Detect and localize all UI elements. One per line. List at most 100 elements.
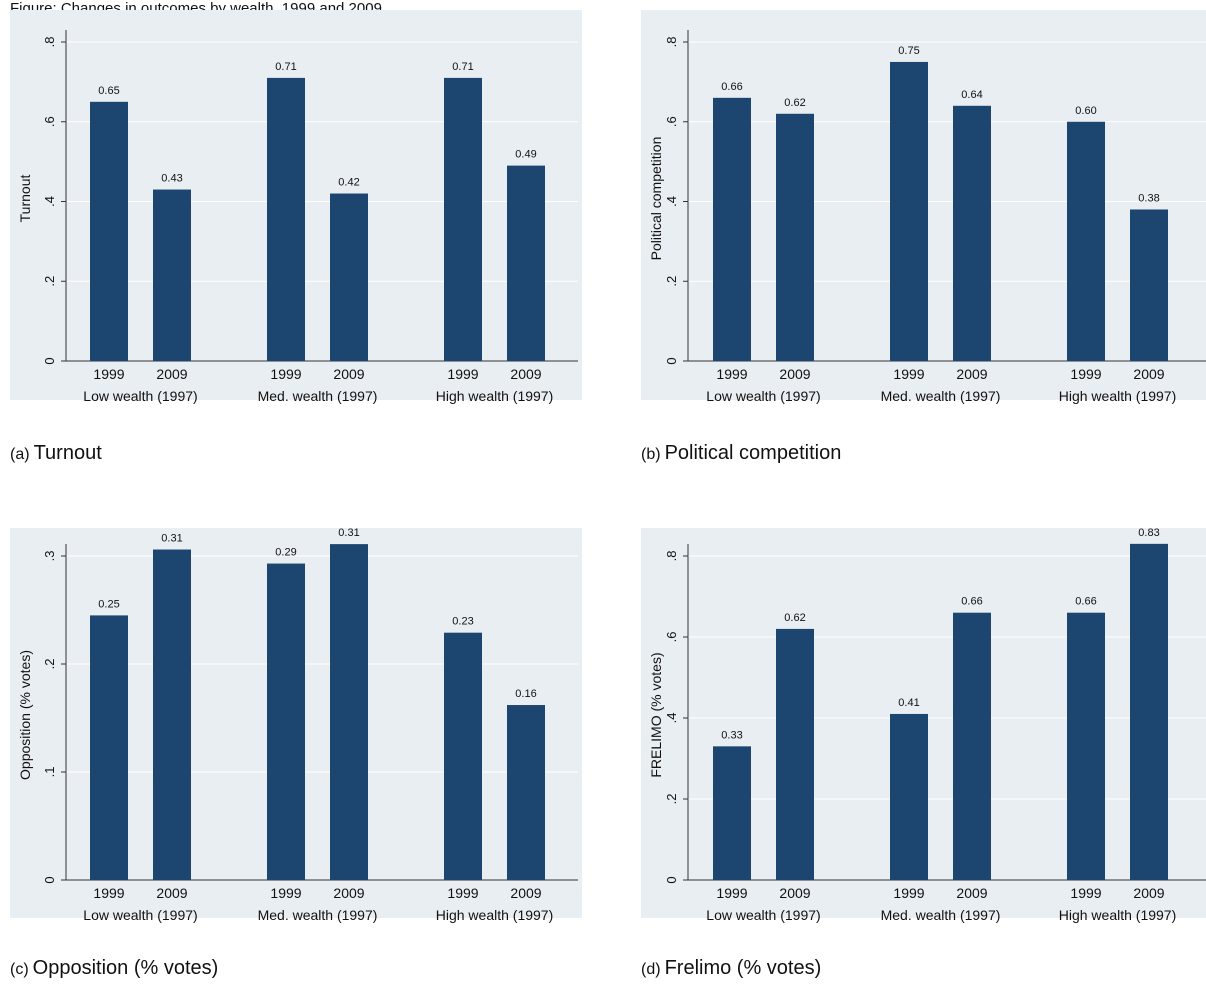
- y-tick-label: .6: [664, 632, 679, 643]
- bar-value-label: 0.71: [452, 61, 473, 73]
- bar-year-label: 1999: [93, 885, 124, 901]
- bar-1-1: [953, 612, 991, 880]
- caption-text: Turnout: [33, 442, 102, 464]
- bar-value-label: 0.16: [515, 688, 536, 700]
- turnout-bar-chart: 0 .2 .4 .6 .8 Turnout 0.65 1999 0.43 2009 Low weal…: [17, 30, 578, 404]
- bar-year-label: 2009: [333, 885, 364, 901]
- bar-year-label: 2009: [510, 366, 541, 382]
- bar-value-label: 0.41: [898, 697, 919, 709]
- bar-year-label: 1999: [270, 885, 301, 901]
- bar-year-label: 2009: [779, 885, 810, 901]
- caption-frelimo: (d) Frelimo (% votes): [641, 957, 821, 980]
- bar-2-0: [444, 632, 482, 880]
- bar-year-label: 2009: [510, 885, 541, 901]
- bar-0-0: [713, 97, 751, 361]
- group-label: Med. wealth (1997): [881, 907, 1001, 923]
- bar-1-1: [953, 105, 991, 361]
- group-label: Low wealth (1997): [706, 388, 820, 404]
- caption-tag: (d): [641, 961, 661, 978]
- bar-1-0: [890, 713, 928, 880]
- y-tick-label: .2: [664, 276, 679, 287]
- bar-year-label: 1999: [1070, 885, 1101, 901]
- bar-value-label: 0.25: [98, 598, 119, 610]
- bar-2-0: [444, 77, 482, 361]
- bar-value-label: 0.23: [452, 616, 473, 628]
- bar-year-label: 2009: [333, 366, 364, 382]
- caption-text: Frelimo (% votes): [664, 957, 822, 979]
- y-tick-label: .3: [42, 551, 57, 562]
- y-axis-title: Turnout: [17, 175, 33, 223]
- chart-panel-turnout: 0 .2 .4 .6 .8 Turnout 0.65 1999 0.43 2009 Low weal…: [10, 10, 582, 404]
- caption-turnout: (a) Turnout: [10, 442, 102, 465]
- bar-year-label: 2009: [156, 885, 187, 901]
- political-competition-bar-chart: 0 .2 .4 .6 .8 Political competition 0.66 1999 0.…: [648, 30, 1206, 404]
- bar-value-label: 0.62: [784, 97, 805, 109]
- bar-1-0: [267, 77, 305, 361]
- bar-value-label: 0.31: [161, 533, 182, 545]
- y-tick-label: 0: [42, 876, 57, 883]
- bar-year-label: 1999: [447, 366, 478, 382]
- caption-tag: (c): [10, 961, 29, 978]
- group-label: Med. wealth (1997): [258, 388, 378, 404]
- bar-0-0: [90, 101, 128, 361]
- bar-value-label: 0.62: [784, 612, 805, 624]
- group-label: Low wealth (1997): [83, 907, 197, 923]
- bar-year-label: 2009: [1133, 366, 1164, 382]
- bar-value-label: 0.49: [515, 149, 536, 161]
- bar-value-label: 0.60: [1075, 105, 1096, 117]
- chart-panel-frelimo: 0 .2 .4 .6 .8 FRELIMO (% votes) 0.33 1999 0.62 20…: [641, 527, 1206, 923]
- bar-2-0: [1067, 612, 1105, 880]
- group-label: High wealth (1997): [436, 388, 554, 404]
- bar-0-1: [153, 189, 191, 361]
- bar-0-1: [776, 628, 814, 880]
- caption-political-competition: (b) Political competition: [641, 442, 841, 465]
- bar-value-label: 0.64: [961, 89, 982, 101]
- bar-year-label: 1999: [447, 885, 478, 901]
- bar-year-label: 1999: [716, 366, 747, 382]
- opposition-bar-chart: 0 .1 .2 .3 Opposition (% votes) 0.25 1999 0.31 2…: [17, 527, 578, 923]
- y-tick-label: .6: [664, 116, 679, 127]
- bar-value-label: 0.42: [338, 177, 359, 189]
- caption-text: Opposition (% votes): [32, 957, 219, 979]
- caption-text: Political competition: [664, 442, 842, 464]
- y-axis-title: FRELIMO (% votes): [648, 652, 664, 777]
- y-tick-label: .2: [42, 659, 57, 670]
- bar-year-label: 2009: [956, 366, 987, 382]
- y-tick-label: 0: [42, 357, 57, 364]
- y-tick-label: .6: [42, 116, 57, 127]
- bar-1-0: [267, 563, 305, 880]
- y-tick-label: .2: [664, 794, 679, 805]
- caption-tag: (a): [10, 446, 30, 463]
- chart-panel-opposition: 0 .1 .2 .3 Opposition (% votes) 0.25 1999 0.31 2…: [10, 527, 582, 923]
- y-tick-label: .8: [664, 551, 679, 562]
- bar-0-0: [713, 746, 751, 880]
- bar-1-1: [330, 544, 368, 880]
- bar-2-1: [1130, 209, 1168, 361]
- bar-1-0: [890, 61, 928, 361]
- y-tick-label: .8: [664, 37, 679, 48]
- bar-year-label: 1999: [893, 366, 924, 382]
- bar-value-label: 0.66: [721, 81, 742, 93]
- y-tick-label: .4: [664, 713, 679, 724]
- bar-value-label: 0.38: [1138, 192, 1159, 204]
- bar-value-label: 0.43: [161, 173, 182, 185]
- caption-tag: (b): [641, 446, 661, 463]
- frelimo-bar-chart: 0 .2 .4 .6 .8 FRELIMO (% votes) 0.33 1999 0.62 20…: [648, 527, 1206, 923]
- bar-value-label: 0.31: [338, 527, 359, 539]
- y-tick-label: 0: [664, 357, 679, 364]
- bar-2-1: [507, 165, 545, 361]
- bar-value-label: 0.71: [275, 61, 296, 73]
- bar-year-label: 2009: [1133, 885, 1164, 901]
- group-label: High wealth (1997): [1059, 907, 1177, 923]
- y-axis-title: Political competition: [648, 137, 664, 261]
- group-label: Med. wealth (1997): [881, 388, 1001, 404]
- bar-0-1: [153, 549, 191, 880]
- y-tick-label: .8: [42, 37, 57, 48]
- bar-year-label: 1999: [270, 366, 301, 382]
- bar-year-label: 1999: [1070, 366, 1101, 382]
- bar-value-label: 0.66: [961, 596, 982, 608]
- bar-value-label: 0.33: [721, 729, 742, 741]
- group-label: Low wealth (1997): [706, 907, 820, 923]
- y-tick-label: .2: [42, 276, 57, 287]
- bar-0-0: [90, 615, 128, 880]
